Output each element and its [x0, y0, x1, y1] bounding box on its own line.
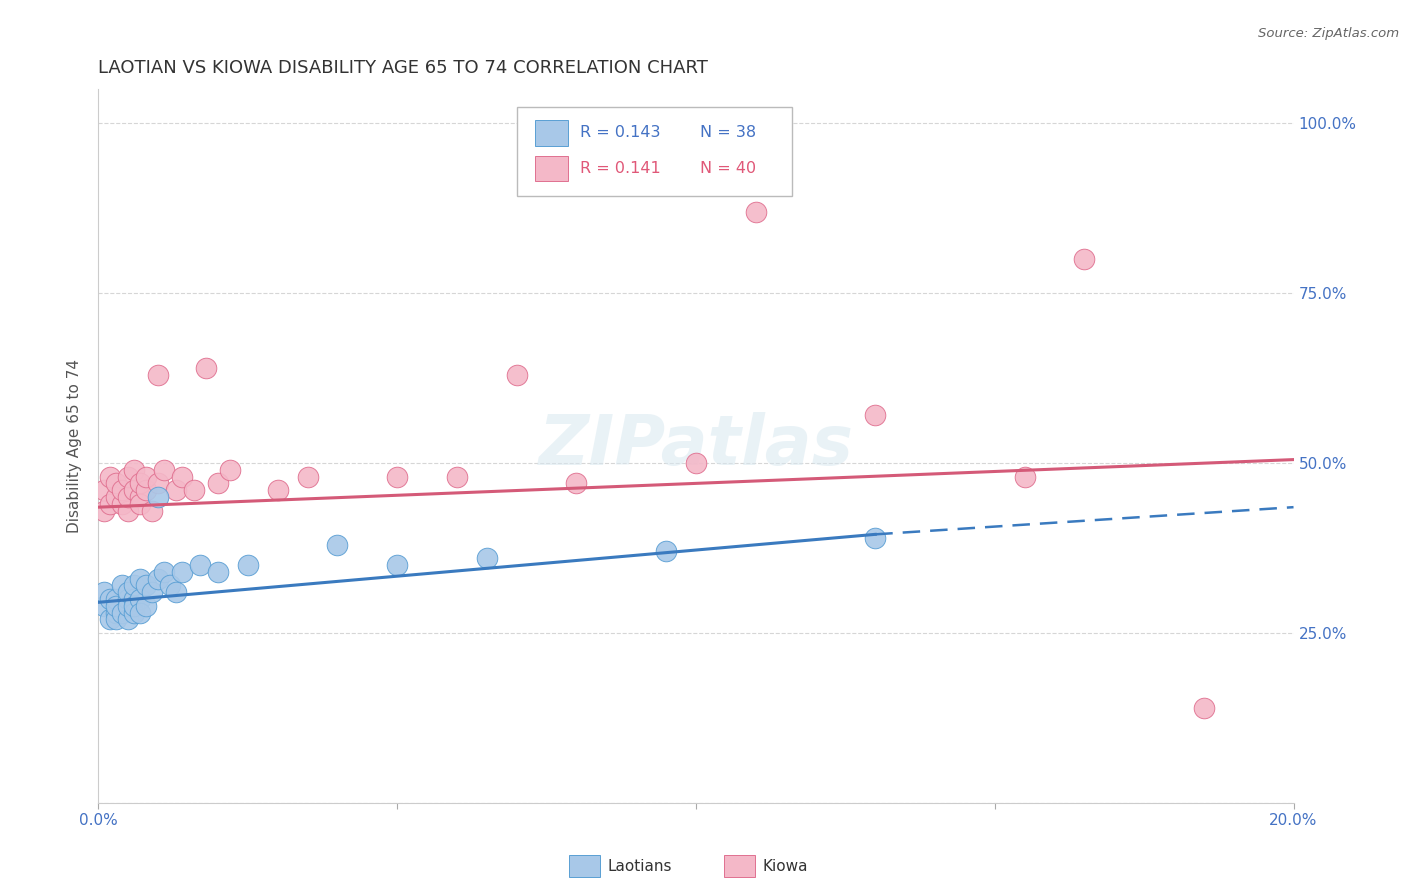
Point — [124, 483, 146, 498]
Point — [267, 483, 290, 498]
Point — [148, 476, 170, 491]
Point — [745, 204, 768, 219]
Point — [135, 483, 157, 498]
Point — [93, 585, 115, 599]
Point — [655, 544, 678, 558]
Point — [506, 368, 529, 382]
Point — [93, 483, 115, 498]
Point — [153, 565, 176, 579]
Point — [183, 483, 205, 498]
Point — [105, 591, 128, 606]
FancyBboxPatch shape — [517, 107, 792, 196]
Point — [129, 490, 152, 504]
Text: Kiowa: Kiowa — [762, 859, 807, 873]
Point — [1192, 700, 1215, 714]
Point — [153, 463, 176, 477]
Point — [1073, 252, 1095, 266]
Point — [129, 606, 152, 620]
Point — [159, 578, 181, 592]
Point — [135, 578, 157, 592]
Bar — [534, 155, 568, 181]
Text: N = 38: N = 38 — [700, 125, 755, 140]
Point — [685, 456, 707, 470]
Point — [98, 612, 122, 626]
Point — [141, 585, 163, 599]
Point — [105, 606, 128, 620]
Point — [98, 497, 122, 511]
Text: Source: ZipAtlas.com: Source: ZipAtlas.com — [1258, 27, 1399, 40]
Point — [172, 469, 194, 483]
Point — [124, 591, 146, 606]
Point — [111, 578, 134, 592]
Point — [124, 606, 146, 620]
Point — [195, 360, 218, 375]
Point — [326, 537, 349, 551]
Text: N = 40: N = 40 — [700, 161, 755, 176]
Point — [129, 476, 152, 491]
Point — [385, 469, 409, 483]
Point — [98, 591, 122, 606]
Point — [385, 558, 409, 572]
Point — [93, 599, 115, 613]
Point — [1014, 469, 1036, 483]
Point — [111, 483, 134, 498]
Point — [124, 599, 146, 613]
Point — [124, 578, 146, 592]
Point — [297, 469, 319, 483]
Point — [165, 585, 187, 599]
Point — [141, 503, 163, 517]
Point — [93, 503, 115, 517]
Bar — [534, 120, 568, 145]
Point — [117, 469, 139, 483]
Text: Laotians: Laotians — [607, 859, 672, 873]
Point — [117, 612, 139, 626]
Point — [236, 558, 259, 572]
Y-axis label: Disability Age 65 to 74: Disability Age 65 to 74 — [67, 359, 83, 533]
Point — [135, 469, 157, 483]
Point — [165, 483, 187, 498]
Point — [475, 551, 498, 566]
Point — [219, 463, 242, 477]
Point — [105, 476, 128, 491]
Point — [129, 591, 152, 606]
Point — [129, 497, 152, 511]
Point — [117, 599, 139, 613]
Point — [117, 585, 139, 599]
Point — [105, 599, 128, 613]
Point — [188, 558, 211, 572]
Point — [865, 531, 887, 545]
Point — [111, 606, 134, 620]
Point — [135, 599, 157, 613]
Point — [105, 612, 128, 626]
Point — [207, 476, 229, 491]
Point — [124, 463, 146, 477]
Point — [148, 490, 170, 504]
Point — [172, 565, 194, 579]
Point — [129, 572, 152, 586]
Point — [117, 490, 139, 504]
Text: R = 0.143: R = 0.143 — [581, 125, 661, 140]
Point — [865, 409, 887, 423]
Text: R = 0.141: R = 0.141 — [581, 161, 661, 176]
Point — [105, 490, 128, 504]
Point — [111, 497, 134, 511]
Point — [117, 591, 139, 606]
Point — [207, 565, 229, 579]
Text: ZIPatlas: ZIPatlas — [538, 412, 853, 480]
Point — [148, 368, 170, 382]
Text: LAOTIAN VS KIOWA DISABILITY AGE 65 TO 74 CORRELATION CHART: LAOTIAN VS KIOWA DISABILITY AGE 65 TO 74… — [98, 59, 709, 77]
Point — [446, 469, 468, 483]
Point — [98, 469, 122, 483]
Point — [117, 503, 139, 517]
Point — [565, 476, 588, 491]
Point — [148, 572, 170, 586]
